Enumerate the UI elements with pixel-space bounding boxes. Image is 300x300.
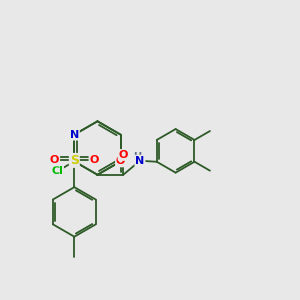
Text: N: N	[70, 130, 79, 140]
Text: O: O	[116, 156, 125, 167]
Text: O: O	[89, 155, 99, 165]
Text: S: S	[70, 154, 79, 167]
Text: O: O	[50, 155, 59, 165]
Text: N: N	[135, 156, 145, 166]
Text: H: H	[133, 152, 141, 162]
Text: O: O	[118, 150, 128, 160]
Text: Cl: Cl	[51, 166, 63, 176]
